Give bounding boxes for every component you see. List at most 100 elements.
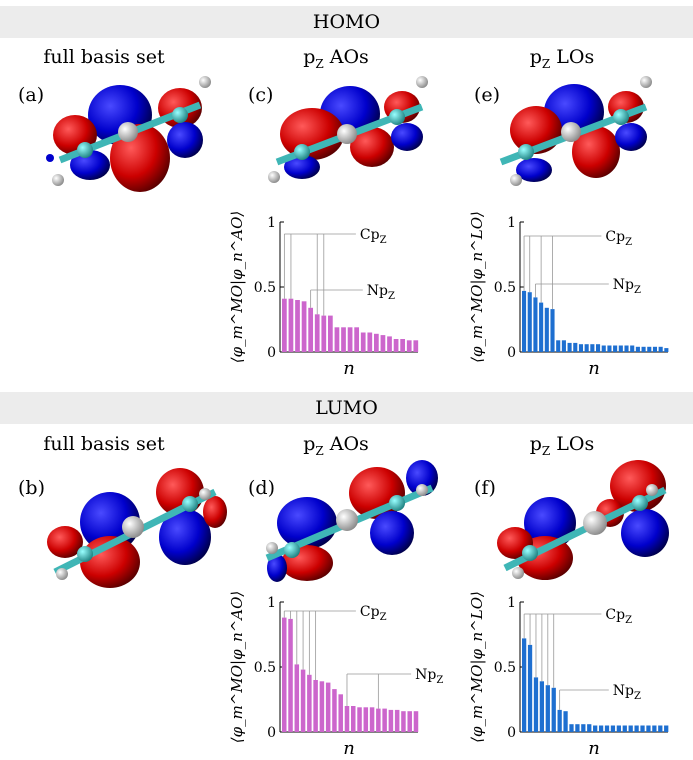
bar bbox=[319, 681, 325, 732]
bar bbox=[573, 342, 578, 352]
bar bbox=[539, 302, 544, 352]
y-tick-label: 0 bbox=[267, 345, 276, 361]
y-axis-label: ⟨φ_m^MO|φ_n^LO⟩ bbox=[468, 591, 486, 743]
bar bbox=[522, 290, 527, 352]
np-label: NpZ bbox=[613, 277, 641, 296]
bar bbox=[376, 708, 381, 732]
bar bbox=[406, 340, 412, 352]
bar bbox=[652, 346, 658, 352]
bar bbox=[295, 300, 300, 352]
bar bbox=[561, 340, 566, 352]
bar bbox=[357, 707, 362, 732]
bar bbox=[567, 342, 572, 352]
bar bbox=[387, 336, 392, 352]
column-title-pz-los-homo: pZ LOs bbox=[529, 46, 595, 71]
y-tick-label: 1 bbox=[267, 595, 276, 611]
column-title-full-lumo: full basis set bbox=[43, 433, 165, 455]
bar bbox=[658, 346, 663, 352]
homo-full-basis-orbital-image bbox=[46, 76, 211, 192]
homo-section-header: HOMO bbox=[0, 6, 693, 38]
bar bbox=[539, 681, 545, 732]
bar bbox=[338, 694, 343, 732]
bar bbox=[354, 327, 360, 352]
bar bbox=[634, 725, 639, 732]
panel-label-e: (e) bbox=[474, 84, 501, 106]
y-axis-label: ⟨φ_m^MO|φ_n^AO⟩ bbox=[228, 591, 246, 744]
np-label: NpZ bbox=[613, 683, 641, 702]
bar bbox=[664, 725, 669, 732]
bar bbox=[328, 315, 333, 352]
bar bbox=[308, 307, 314, 352]
panel-label-d: (d) bbox=[248, 477, 275, 499]
y-tick-label: 0.5 bbox=[494, 660, 516, 676]
bar bbox=[413, 340, 419, 352]
np-label: NpZ bbox=[415, 667, 443, 686]
bar bbox=[569, 724, 574, 732]
y-tick-label: 0 bbox=[507, 345, 516, 361]
bar bbox=[341, 327, 346, 352]
panel-label-b: (b) bbox=[18, 477, 45, 499]
bar bbox=[613, 345, 618, 352]
bar bbox=[533, 297, 538, 352]
bar bbox=[344, 706, 350, 732]
bar bbox=[407, 711, 412, 732]
homo-title: HOMO bbox=[312, 11, 381, 33]
lumo-lo-overlap-chart: 0 0.5 1 CpZ NpZ n ⟨φ_m^MO|φ_n^LO⟩ bbox=[468, 591, 669, 759]
bar bbox=[288, 618, 293, 732]
cp-label: CpZ bbox=[360, 227, 387, 246]
y-tick-label: 0.5 bbox=[254, 660, 276, 676]
bar bbox=[624, 345, 629, 352]
bar bbox=[607, 345, 612, 352]
bar bbox=[325, 682, 331, 732]
lumo-pz-los-orbital-image bbox=[497, 460, 669, 580]
bar bbox=[635, 346, 640, 352]
y-tick-label: 0 bbox=[507, 725, 516, 741]
x-axis-label: n bbox=[588, 358, 600, 379]
bar bbox=[301, 301, 307, 352]
bar bbox=[288, 298, 294, 352]
bar bbox=[380, 335, 386, 352]
bar bbox=[610, 725, 616, 732]
bar bbox=[578, 344, 584, 352]
bar bbox=[658, 725, 663, 732]
y-axis-label: ⟨φ_m^MO|φ_n^LO⟩ bbox=[468, 211, 486, 363]
cp-label: CpZ bbox=[605, 607, 632, 626]
bar bbox=[584, 344, 589, 352]
bar bbox=[618, 345, 623, 352]
bar bbox=[369, 707, 375, 732]
bar bbox=[563, 711, 568, 732]
column-title-pz-los-lumo: pZ LOs bbox=[529, 433, 595, 458]
bar bbox=[374, 333, 379, 352]
column-title-pz-aos-homo: pZ AOs bbox=[303, 46, 369, 71]
panel-label-a: (a) bbox=[18, 84, 45, 106]
y-tick-label: 0 bbox=[267, 725, 276, 741]
column-title-pz-aos-lumo: pZ AOs bbox=[303, 433, 369, 458]
bar bbox=[307, 674, 312, 732]
bar bbox=[647, 346, 652, 352]
bar bbox=[596, 344, 601, 352]
panel-label-c: (c) bbox=[248, 84, 274, 106]
bar bbox=[601, 345, 606, 352]
lumo-pz-aos-orbital-image bbox=[265, 460, 438, 582]
homo-ao-overlap-chart: 0 0.5 1 CpZ NpZ n ⟨φ_m^MO|φ_n^AO⟩ bbox=[228, 211, 419, 379]
bar bbox=[522, 638, 527, 732]
bar bbox=[401, 711, 406, 732]
bar bbox=[351, 706, 356, 732]
bar bbox=[332, 689, 337, 732]
bar bbox=[533, 677, 539, 732]
x-axis-label: n bbox=[588, 738, 600, 759]
bar bbox=[282, 617, 287, 732]
bar bbox=[360, 332, 366, 352]
y-axis-label: ⟨φ_m^MO|φ_n^AO⟩ bbox=[228, 211, 246, 364]
bar bbox=[400, 339, 406, 352]
bar bbox=[394, 709, 400, 732]
bar bbox=[598, 725, 604, 732]
bar bbox=[294, 664, 300, 732]
bar bbox=[641, 346, 646, 352]
bar bbox=[575, 724, 580, 732]
bar bbox=[413, 711, 419, 732]
bar bbox=[616, 725, 621, 732]
bar bbox=[640, 725, 645, 732]
bar bbox=[527, 292, 532, 352]
x-axis-label: n bbox=[343, 738, 355, 759]
